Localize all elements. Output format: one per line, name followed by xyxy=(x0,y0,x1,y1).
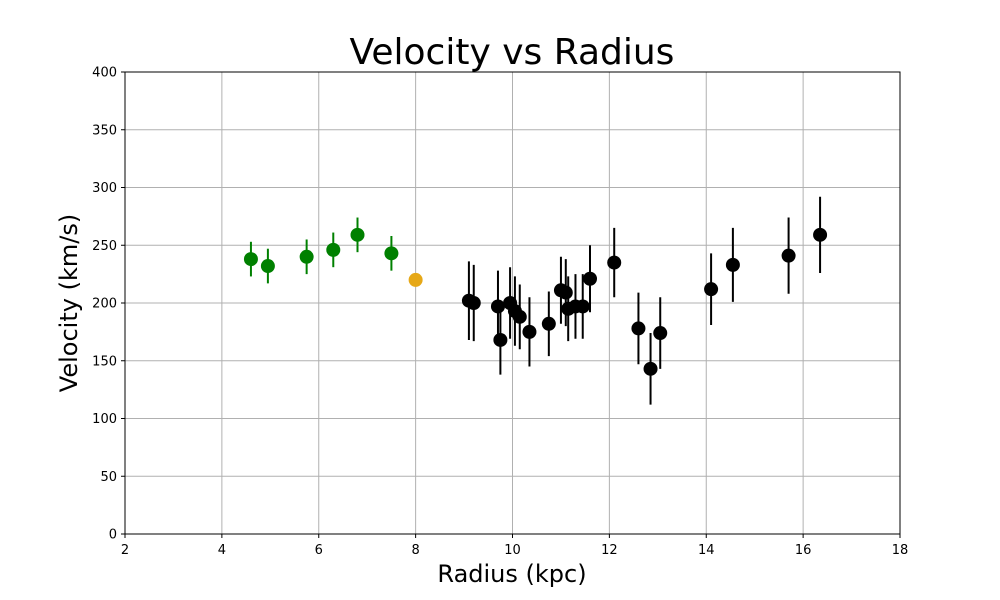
data-point xyxy=(704,282,719,297)
y-tick-label: 350 xyxy=(92,123,117,138)
data-point xyxy=(558,285,573,300)
data-point xyxy=(643,361,658,376)
data-point xyxy=(781,248,796,263)
series-1 xyxy=(408,272,423,287)
data-point xyxy=(260,259,275,274)
chart-title: Velocity vs Radius xyxy=(350,32,675,73)
data-point xyxy=(384,246,399,261)
data-point xyxy=(522,324,537,339)
data-point xyxy=(299,249,314,264)
y-tick-label: 0 xyxy=(109,528,117,543)
x-axis-ticks: 2 4 6 8 10 12 14 16 18 xyxy=(121,534,908,558)
data-point xyxy=(575,299,590,314)
y-tick-label: 100 xyxy=(92,412,117,427)
data-point xyxy=(326,242,341,257)
series-2 xyxy=(461,196,828,405)
data-point xyxy=(493,332,508,347)
data-point xyxy=(490,299,505,314)
x-tick-label: 8 xyxy=(411,543,419,558)
x-tick-label: 6 xyxy=(315,543,323,558)
data-point xyxy=(243,252,258,267)
x-tick-label: 14 xyxy=(698,543,715,558)
x-tick-label: 10 xyxy=(504,543,521,558)
x-tick-label: 12 xyxy=(601,543,618,558)
y-tick-label: 400 xyxy=(92,66,117,81)
data-point xyxy=(408,272,423,287)
y-tick-label: 250 xyxy=(92,239,117,254)
data-point xyxy=(541,316,556,331)
y-tick-label: 50 xyxy=(100,470,117,485)
y-axis-ticks: 0 50 100 150 200 250 300 350 400 xyxy=(92,66,125,543)
x-axis-label: Radius (kpc) xyxy=(437,560,586,588)
y-axis-label: Velocity (km/s) xyxy=(55,214,83,392)
x-tick-label: 4 xyxy=(218,543,226,558)
data-point xyxy=(583,271,597,286)
x-tick-label: 2 xyxy=(121,543,129,558)
data-point xyxy=(350,227,365,242)
y-tick-label: 150 xyxy=(92,354,117,369)
data-points xyxy=(243,196,828,405)
x-tick-label: 16 xyxy=(795,543,812,558)
x-tick-label: 18 xyxy=(892,543,909,558)
y-tick-label: 300 xyxy=(92,181,117,196)
data-point xyxy=(631,321,646,336)
data-point xyxy=(607,255,622,270)
data-point xyxy=(466,296,481,310)
y-tick-label: 200 xyxy=(92,297,117,312)
data-point xyxy=(725,257,740,272)
series-0 xyxy=(243,217,399,284)
data-point xyxy=(653,326,668,341)
data-point xyxy=(813,227,828,242)
data-point xyxy=(512,309,527,324)
